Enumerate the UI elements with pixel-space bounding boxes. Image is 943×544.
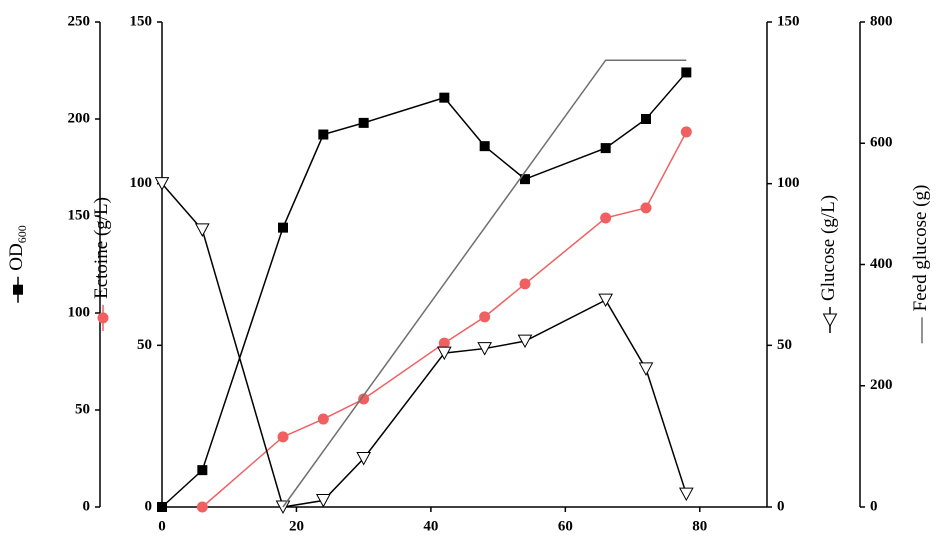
series-line bbox=[161, 183, 688, 508]
marker bbox=[519, 278, 531, 290]
marker bbox=[678, 487, 694, 502]
y-tick-label: 100 bbox=[68, 304, 91, 320]
marker bbox=[641, 114, 651, 124]
marker bbox=[356, 452, 372, 466]
marker bbox=[479, 141, 490, 152]
legend-subscript: 600 bbox=[15, 225, 29, 243]
marker bbox=[318, 129, 329, 140]
marker bbox=[640, 202, 652, 214]
legend-label: Feed glucose (g) bbox=[910, 185, 931, 312]
legend-marker bbox=[822, 313, 838, 328]
y-tick-label: 0 bbox=[870, 498, 878, 514]
y-tick-label: 0 bbox=[777, 498, 785, 514]
marker bbox=[196, 501, 208, 513]
legend-text: Glucose (g/L) bbox=[818, 195, 839, 301]
marker bbox=[520, 174, 530, 185]
legend-label: OD600 bbox=[6, 225, 28, 270]
marker bbox=[197, 465, 208, 476]
marker bbox=[436, 346, 452, 361]
y-tick-label: 50 bbox=[777, 337, 792, 353]
marker bbox=[600, 143, 611, 154]
x-tick-label: 60 bbox=[558, 518, 573, 534]
marker bbox=[479, 311, 491, 323]
series-line bbox=[282, 59, 687, 508]
y-tick-label: 50 bbox=[137, 337, 152, 353]
marker bbox=[154, 177, 170, 191]
marker bbox=[358, 117, 369, 128]
y-tick-label: 50 bbox=[75, 401, 90, 417]
series-line bbox=[161, 71, 687, 508]
marker bbox=[681, 67, 692, 78]
y-tick-label: 150 bbox=[130, 13, 153, 29]
marker bbox=[477, 342, 493, 356]
axis-title: Glucose (g/L) bbox=[818, 195, 839, 334]
axis-title: Feed glucose (g) bbox=[910, 185, 931, 344]
marker bbox=[315, 494, 331, 508]
axis-title: Ectoine (g/L) bbox=[91, 197, 112, 331]
marker bbox=[439, 92, 450, 103]
y-tick-label: 600 bbox=[870, 135, 893, 151]
marker bbox=[598, 293, 614, 308]
marker bbox=[638, 362, 654, 376]
series-line bbox=[201, 131, 687, 508]
legend-label: Ectoine (g/L) bbox=[91, 197, 112, 299]
x-tick-label: 40 bbox=[423, 518, 438, 534]
y-tick-label: 100 bbox=[130, 175, 153, 191]
marker bbox=[277, 431, 289, 443]
marker bbox=[600, 212, 612, 224]
legend-marker bbox=[97, 312, 109, 324]
marker bbox=[517, 334, 533, 349]
axis-title: OD600 bbox=[6, 225, 29, 303]
marker bbox=[680, 126, 692, 138]
y-tick-label: 400 bbox=[870, 256, 893, 272]
marker bbox=[157, 502, 167, 512]
x-tick-label: 80 bbox=[692, 518, 707, 534]
y-tick-label: 0 bbox=[145, 498, 153, 514]
x-tick-label: 20 bbox=[289, 518, 304, 534]
y-tick-label: 150 bbox=[777, 13, 800, 29]
legend-label: Glucose (g/L) bbox=[818, 195, 839, 301]
marker bbox=[278, 222, 288, 233]
legend-text: OD bbox=[6, 243, 27, 270]
y-tick-label: 100 bbox=[777, 175, 800, 191]
y-tick-label: 800 bbox=[870, 13, 893, 29]
y-tick-label: 200 bbox=[68, 110, 91, 126]
legend-marker bbox=[13, 284, 23, 295]
y-tick-label: 0 bbox=[83, 498, 91, 514]
legend-text: Feed glucose (g) bbox=[910, 185, 931, 312]
y-tick-label: 200 bbox=[870, 377, 893, 393]
marker bbox=[194, 223, 210, 237]
y-tick-label: 150 bbox=[68, 207, 91, 223]
marker bbox=[438, 337, 450, 349]
legend-text: Ectoine (g/L) bbox=[91, 197, 112, 299]
marker bbox=[317, 413, 329, 425]
y-tick-label: 250 bbox=[68, 13, 91, 29]
marker bbox=[358, 393, 370, 405]
x-tick-label: 0 bbox=[158, 518, 166, 534]
